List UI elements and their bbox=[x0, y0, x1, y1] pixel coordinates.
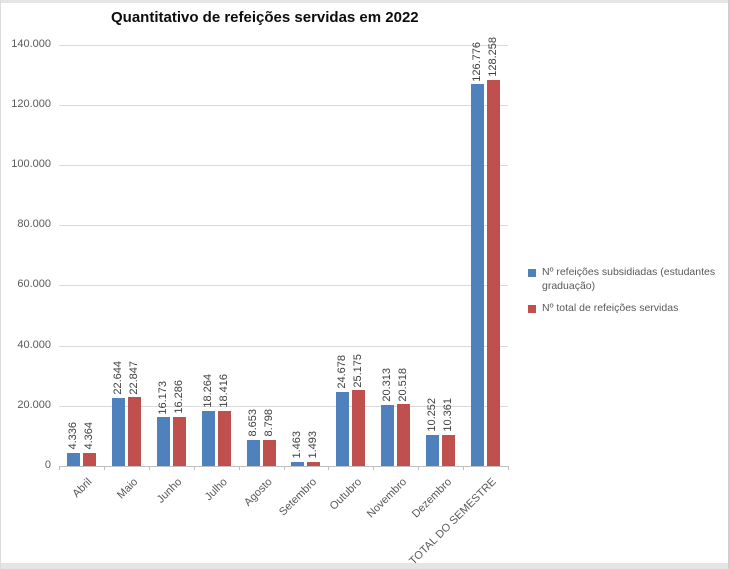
x-axis-tick bbox=[418, 466, 420, 470]
top-edge-strip bbox=[1, 0, 728, 3]
bar-series2-junho bbox=[172, 417, 186, 466]
bar-value-label: 22.847 bbox=[127, 360, 140, 395]
bar-series2-maio bbox=[127, 397, 141, 466]
legend-swatch-blue-icon bbox=[528, 269, 536, 277]
y-axis-tick-label: 60.000 bbox=[17, 278, 51, 291]
gridline bbox=[59, 345, 508, 347]
bar-value-label: 20.313 bbox=[381, 368, 394, 402]
bar-value-label: 4.364 bbox=[83, 422, 95, 450]
bar-value-label: 25.175 bbox=[352, 353, 365, 388]
bar-series2-agosto bbox=[262, 439, 276, 466]
bar-value-label: 16.286 bbox=[172, 380, 185, 414]
y-axis-tick-label: 100.000 bbox=[11, 157, 51, 170]
y-axis-tick-label: 40.000 bbox=[17, 338, 51, 351]
bar-series1-maio bbox=[111, 397, 125, 466]
bar-series1-dezembro bbox=[426, 435, 440, 466]
bar-series1-agosto bbox=[246, 439, 260, 466]
y-axis-tick-label: 20.000 bbox=[17, 398, 51, 411]
bar-value-label: 8.653 bbox=[246, 409, 259, 437]
bar-value-label: 24.678 bbox=[336, 355, 349, 389]
gridline bbox=[59, 405, 508, 407]
bar-value-label: 10.361 bbox=[442, 398, 455, 432]
x-category-label: Agosto bbox=[241, 476, 275, 509]
bar-series2-outubro bbox=[352, 390, 366, 466]
y-axis-tick-label: 0 bbox=[44, 459, 51, 471]
bar-value-label: 22.644 bbox=[111, 361, 124, 395]
x-axis-tick bbox=[238, 466, 240, 470]
bar-value-label: 16.173 bbox=[156, 380, 169, 415]
legend-swatch-red-icon bbox=[528, 305, 536, 314]
x-category-label: Junho bbox=[155, 476, 185, 506]
bar-value-label: 8.798 bbox=[262, 408, 275, 437]
x-category-label: Julho bbox=[202, 476, 230, 504]
bar-series2-julho bbox=[217, 410, 231, 466]
legend-item-total: Nº total de refeições servidas bbox=[528, 302, 724, 316]
bar-value-label: 1.493 bbox=[307, 430, 320, 459]
legend: Nº refeições subsidiadas (estudantes gra… bbox=[528, 266, 724, 316]
x-category-label: Outubro bbox=[327, 476, 365, 513]
bar-series1-novembro bbox=[381, 404, 395, 466]
bar-series1-julho bbox=[201, 411, 215, 466]
x-axis-tick bbox=[463, 466, 465, 470]
bar-series2-total-do-semestre bbox=[487, 79, 500, 466]
x-category-label: Maio bbox=[114, 476, 140, 502]
bar-series1-outubro bbox=[336, 391, 350, 466]
x-axis-tick bbox=[148, 466, 150, 470]
gridline bbox=[59, 225, 508, 227]
bar-value-label: 1.463 bbox=[291, 431, 304, 459]
x-axis-tick bbox=[283, 466, 285, 470]
y-axis-tick-label: 80.000 bbox=[17, 218, 51, 231]
gridline bbox=[59, 44, 508, 46]
x-category-label: Abril bbox=[70, 476, 95, 501]
bar-series1-junho bbox=[156, 417, 170, 466]
x-axis-tick bbox=[103, 466, 105, 470]
x-category-label: Setembro bbox=[277, 476, 320, 519]
bar-series2-abril bbox=[83, 452, 96, 466]
bar-series2-setembro bbox=[307, 461, 321, 466]
bottom-edge-strip bbox=[1, 563, 728, 569]
x-axis-tick bbox=[373, 466, 375, 470]
bar-value-label: 18.416 bbox=[217, 373, 230, 408]
x-axis-tick bbox=[328, 466, 330, 470]
bar-series1-total-do-semestre bbox=[471, 84, 484, 466]
x-axis-tick bbox=[508, 466, 509, 470]
y-axis-tick-label: 120.000 bbox=[11, 97, 51, 110]
bar-value-label: 20.518 bbox=[397, 367, 410, 402]
bar-series2-novembro bbox=[397, 404, 411, 466]
x-category-label: Novembro bbox=[364, 476, 410, 521]
bar-series1-setembro bbox=[291, 461, 305, 466]
x-axis-tick bbox=[59, 466, 60, 470]
legend-label-total: Nº total de refeições servidas bbox=[542, 302, 679, 315]
bar-series2-dezembro bbox=[442, 434, 456, 466]
chart-title: Quantitativo de refeições servidas em 20… bbox=[111, 9, 419, 26]
bar-value-label: 10.252 bbox=[426, 398, 439, 433]
legend-label-subsidized: Nº refeições subsidiadas (estudantes gra… bbox=[542, 266, 716, 292]
y-axis-tick-label: 140.000 bbox=[11, 37, 51, 50]
x-category-label: TOTAL DO SEMESTRE bbox=[407, 476, 499, 568]
bar-value-label: 4.336 bbox=[67, 422, 79, 450]
bar-value-label: 126.776 bbox=[471, 41, 483, 82]
x-category-label: Dezembro bbox=[409, 476, 455, 521]
bar-series1-abril bbox=[67, 452, 80, 466]
gridline bbox=[59, 285, 508, 287]
x-axis-tick bbox=[193, 466, 195, 470]
bar-value-label: 18.264 bbox=[201, 374, 214, 408]
gridline bbox=[59, 164, 508, 166]
bar-value-label: 128.258 bbox=[487, 37, 499, 77]
legend-item-subsidized: Nº refeições subsidiadas (estudantes gra… bbox=[528, 266, 724, 293]
gridline bbox=[59, 104, 508, 106]
